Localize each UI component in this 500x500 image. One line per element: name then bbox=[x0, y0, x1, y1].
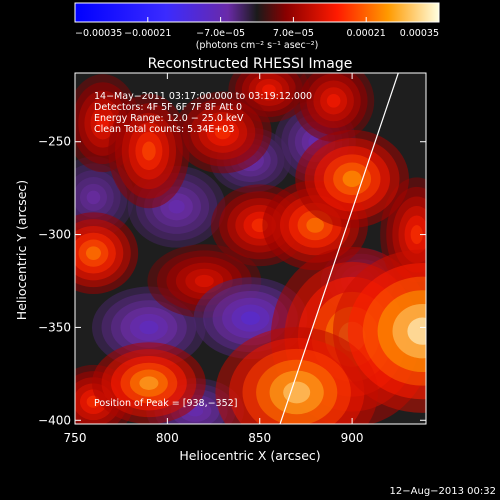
heatmap-blob bbox=[293, 73, 375, 142]
x-tick-label: 750 bbox=[64, 431, 87, 445]
heatmap-blob-layer bbox=[194, 274, 214, 288]
heatmap-blob-layer bbox=[342, 170, 362, 188]
x-tick-label: 800 bbox=[156, 431, 179, 445]
colorbar-frame bbox=[74, 2, 440, 23]
y-tick-label: −400 bbox=[38, 413, 71, 427]
colorbar-ticks: −0.00035 −0.00021 −7.0e−05 7.0e−05 0.00021 0.… bbox=[74, 17, 440, 39]
colorbar-tick-label: 0.00035 bbox=[400, 28, 439, 39]
heatmap-blob-layer bbox=[85, 246, 101, 260]
heatmap-blob bbox=[173, 91, 272, 174]
heatmap-blob bbox=[75, 212, 139, 295]
heatmap-blob bbox=[295, 129, 410, 228]
colorbar-tick-label: −0.00035 bbox=[75, 28, 122, 39]
heatmap-blob bbox=[332, 249, 426, 413]
heatmap-blob-layer bbox=[168, 199, 185, 214]
x-tick-label: 900 bbox=[341, 431, 364, 445]
colorbar: −0.00035 −0.00021 −7.0e−05 7.0e−05 0.00021 0.… bbox=[74, 2, 440, 51]
heatmap-blob-layer bbox=[410, 225, 423, 245]
heatmap-blob-layer bbox=[326, 94, 341, 108]
y-tick-label: −250 bbox=[38, 135, 71, 149]
annotation-total-counts: Clean Total counts: 5.34E+03 bbox=[94, 124, 234, 135]
chart-title: Reconstructed RHESSI Image bbox=[148, 56, 353, 72]
plot-area: 750 800 850 900 −400 −350 −300 −250 bbox=[38, 72, 427, 445]
x-tick-label: 850 bbox=[248, 431, 271, 445]
heatmap-blob-layer bbox=[214, 125, 231, 140]
colorbar-tick-label: −7.0e−05 bbox=[196, 28, 245, 39]
annotation-detectors: Detectors: 4F 5F 6F 7F 8F Att 0 bbox=[94, 102, 242, 113]
heatmap-blob-layer bbox=[306, 217, 324, 233]
heatmap-blob-layer bbox=[262, 84, 276, 96]
colorbar-tick-label: 7.0e−05 bbox=[273, 28, 314, 39]
x-axis-label: Heliocentric X (arcsec) bbox=[179, 448, 320, 463]
heatmap-blob-layer bbox=[142, 141, 156, 161]
heatmap-blob-layer bbox=[96, 114, 109, 132]
annotation-time-range: 14−May−2011 03:17:00.000 to 03:19:12.000 bbox=[94, 91, 312, 102]
axis-ticks: 750 800 850 900 −400 −350 −300 −250 bbox=[38, 73, 426, 445]
heatmap-blob bbox=[92, 342, 206, 424]
heatmap-blob-layer bbox=[241, 311, 260, 325]
colorbar-tick-label: 0.00021 bbox=[347, 28, 386, 39]
footer-timestamp: 12−Aug−2013 00:32 bbox=[390, 486, 496, 497]
solar-limb-line bbox=[279, 73, 399, 424]
y-tick-label: −350 bbox=[38, 320, 71, 334]
heatmap-blob-layer bbox=[139, 376, 159, 390]
heatmap-blob-layer bbox=[139, 320, 159, 335]
heatmap-blob-layer bbox=[407, 317, 426, 345]
plot-frame bbox=[74, 72, 427, 425]
y-axis-label: Heliocentric Y (arcsec) bbox=[14, 180, 29, 320]
heatmap-image bbox=[75, 73, 426, 424]
heatmap-blob-layer bbox=[86, 190, 101, 205]
heatmap-blob-layer bbox=[283, 381, 311, 404]
limb-line bbox=[279, 73, 399, 424]
colorbar-unit-label: (photons cm⁻² s⁻¹ asec⁻²) bbox=[196, 40, 319, 51]
y-tick-label: −300 bbox=[38, 228, 71, 242]
annotations: 14−May−2011 03:17:00.000 to 03:19:12.000… bbox=[94, 91, 312, 409]
annotation-energy-range: Energy Range: 12.0 − 25.0 keV bbox=[94, 113, 244, 124]
colorbar-tick-label: −0.00021 bbox=[124, 28, 171, 39]
heatmap-blob bbox=[108, 93, 190, 209]
colorbar-gradient bbox=[75, 3, 439, 22]
annotation-peak-position: Position of Peak = [938,−352] bbox=[94, 398, 237, 409]
